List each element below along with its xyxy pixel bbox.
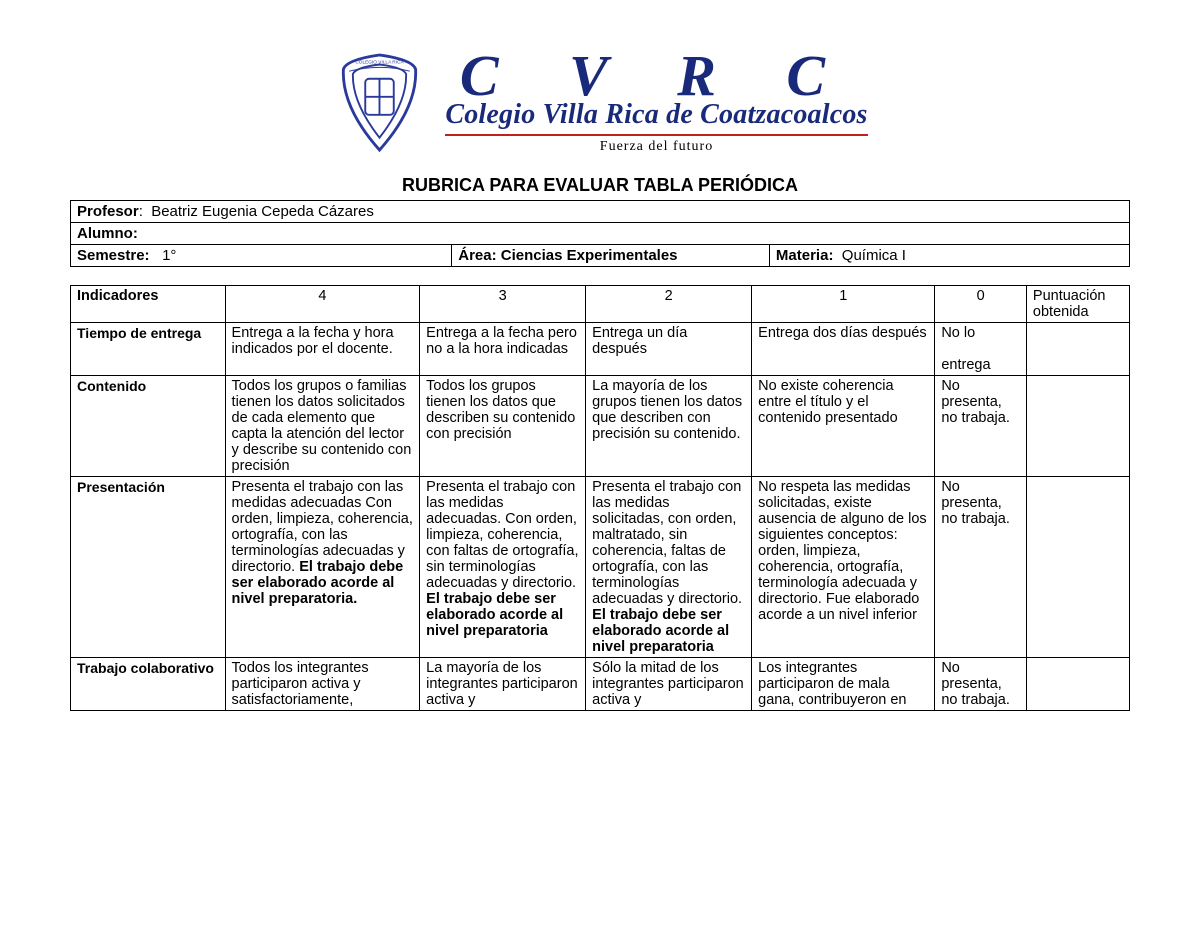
row2-label: Presentación: [77, 479, 165, 495]
rubric-table: Indicadores 4 3 2 1 0 Puntuación obtenid…: [70, 285, 1130, 711]
hdr-1: 1: [752, 286, 935, 323]
label-profesor: Profesor: [77, 203, 139, 220]
row3-c1: Los integrantes participaron de mala gan…: [752, 658, 935, 711]
row-semestre-area-materia: Semestre: 1° Área: Ciencias Experimental…: [71, 245, 1130, 267]
school-logo-header: COLEGIO VILLA RICA C V R C Colegio Villa…: [70, 50, 1130, 155]
hdr-0: 0: [935, 286, 1027, 323]
school-shield-icon: COLEGIO VILLA RICA: [332, 50, 427, 155]
table-row: Presentación Presenta el trabajo con las…: [71, 477, 1130, 658]
row2-c3: Presenta el trabajo con las medidas adec…: [420, 477, 586, 658]
row1-c3: Todos los grupos tienen los datos que de…: [420, 376, 586, 477]
row2-c2: Presenta el trabajo con las medidas soli…: [586, 477, 752, 658]
row1-c0: No presenta, no trabaja.: [935, 376, 1027, 477]
label-semestre: Semestre:: [77, 247, 150, 264]
hdr-puntuacion: Puntuación obtenida: [1026, 286, 1129, 323]
row0-c0: No lo entrega: [935, 323, 1027, 376]
row3-c3: La mayoría de los integrantes participar…: [420, 658, 586, 711]
row0-c1: Entrega dos días después: [752, 323, 935, 376]
hdr-3: 3: [420, 286, 586, 323]
row2-score[interactable]: [1026, 477, 1129, 658]
table-row: Tiempo de entrega Entrega a la fecha y h…: [71, 323, 1130, 376]
row0-c4: Entrega a la fecha y hora indicados por …: [225, 323, 420, 376]
row2-c4: Presenta el trabajo con las medidas adec…: [225, 477, 420, 658]
row2-c0: No presenta, no trabaja.: [935, 477, 1027, 658]
rubric-header-row: Indicadores 4 3 2 1 0 Puntuación obtenid…: [71, 286, 1130, 323]
row3-score[interactable]: [1026, 658, 1129, 711]
row0-label: Tiempo de entrega: [77, 325, 201, 341]
row3-c0: No presenta, no trabaja.: [935, 658, 1027, 711]
school-full-name: Colegio Villa Rica de Coatzacoalcos: [445, 101, 867, 129]
info-table: Profesor: Beatriz Eugenia Cepeda Cázares…: [70, 200, 1130, 267]
table-row: Trabajo colaborativo Todos los integrant…: [71, 658, 1130, 711]
table-row: Contenido Todos los grupos o familias ti…: [71, 376, 1130, 477]
value-profesor: Beatriz Eugenia Cepeda Cázares: [151, 203, 374, 220]
hdr-4: 4: [225, 286, 420, 323]
label-materia: Materia:: [776, 247, 834, 264]
row-profesor: Profesor: Beatriz Eugenia Cepeda Cázares: [71, 201, 1130, 223]
hdr-2: 2: [586, 286, 752, 323]
hdr-indicadores: Indicadores: [71, 286, 226, 323]
row3-c4: Todos los integrantes participaron activ…: [225, 658, 420, 711]
label-area: Área: Ciencias Experimentales: [458, 247, 677, 264]
value-semestre: 1°: [162, 247, 176, 264]
row3-c2: Sólo la mitad de los integrantes partici…: [586, 658, 752, 711]
school-motto: Fuerza del futuro: [600, 139, 713, 155]
row3-label: Trabajo colaborativo: [77, 660, 214, 676]
row1-label: Contenido: [77, 378, 146, 394]
shield-banner-text: COLEGIO VILLA RICA: [356, 60, 405, 66]
row0-c3: Entrega a la fecha pero no a la hora ind…: [420, 323, 586, 376]
row1-c1: No existe coherencia entre el título y e…: [752, 376, 935, 477]
label-alumno: Alumno:: [77, 225, 138, 242]
row0-c2: Entrega un día después: [586, 323, 752, 376]
row-alumno: Alumno:: [71, 223, 1130, 245]
school-title-stack: C V R C Colegio Villa Rica de Coatzacoal…: [445, 50, 867, 154]
row2-c1: No respeta las medidas solicitadas, exis…: [752, 477, 935, 658]
row1-c2: La mayoría de los grupos tienen los dato…: [586, 376, 752, 477]
row1-score[interactable]: [1026, 376, 1129, 477]
value-materia: Química I: [842, 247, 906, 264]
document-title: RUBRICA PARA EVALUAR TABLA PERIÓDICA: [70, 175, 1130, 196]
row1-c4: Todos los grupos o familias tienen los d…: [225, 376, 420, 477]
divider-red: [445, 134, 867, 136]
school-abbrev: C V R C: [460, 50, 853, 102]
row0-score[interactable]: [1026, 323, 1129, 376]
